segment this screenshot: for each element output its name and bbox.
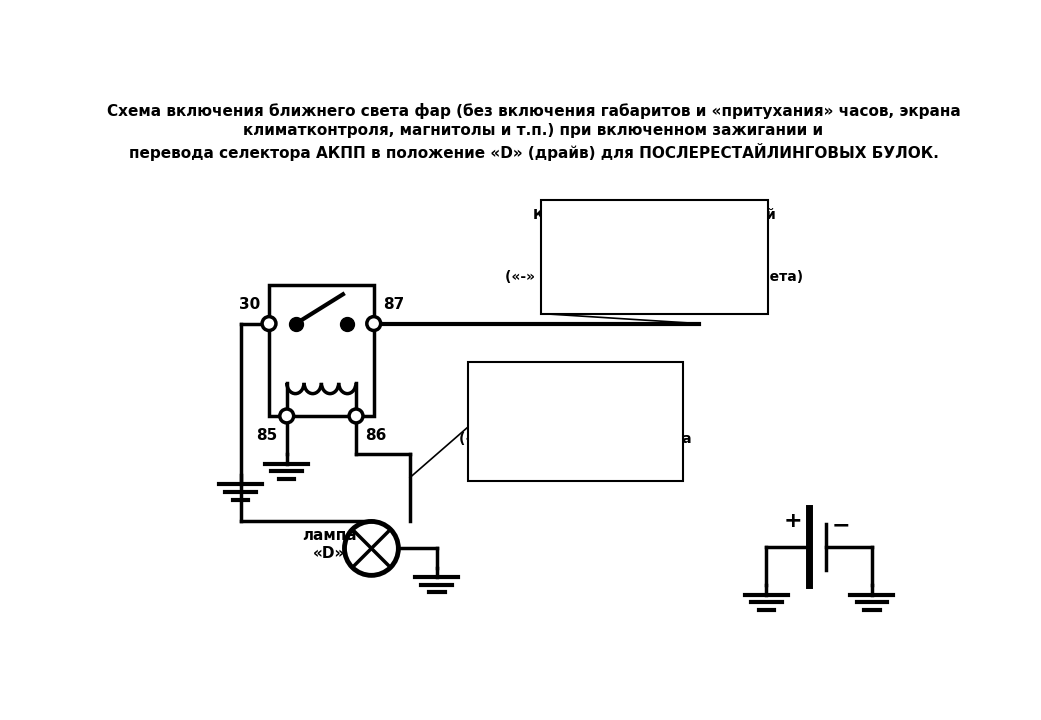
Text: +: + (784, 511, 803, 531)
Bar (541, 200, 768, 313)
Text: 86: 86 (365, 428, 386, 443)
Bar (269, 285, 374, 416)
Bar (467, 362, 683, 481)
Text: К красному с жёлтой полосой
проводу в разъёме
переключателя света
(«-» для включ: К красному с жёлтой полосой проводу в ра… (505, 208, 804, 284)
Circle shape (262, 317, 276, 330)
Text: лампа
«D»: лампа «D» (302, 528, 356, 561)
Text: 87: 87 (383, 297, 404, 312)
Circle shape (280, 409, 294, 423)
Text: перевода селектора АКПП в положение «D» (драйв) для ПОСЛЕРЕСТАЙЛИНГОВЫХ БУЛОК.: перевода селектора АКПП в положение «D» … (129, 143, 938, 161)
Text: 85: 85 (256, 428, 278, 443)
Text: 30: 30 (238, 297, 260, 312)
Text: Схема включения ближнего света фар (без включения габаритов и «притухания» часов: Схема включения ближнего света фар (без … (106, 104, 961, 120)
Circle shape (366, 317, 381, 330)
Text: К жёлтому проводу
(№ 3) в разъёме (D-13)
щитка приборов
(«+» при включении режим: К жёлтому проводу (№ 3) в разъёме (D-13)… (459, 370, 692, 467)
Text: −: − (832, 516, 850, 535)
Circle shape (349, 409, 363, 423)
Text: климатконтроля, магнитолы и т.п.) при включенном зажигании и: климатконтроля, магнитолы и т.п.) при вк… (244, 123, 823, 138)
